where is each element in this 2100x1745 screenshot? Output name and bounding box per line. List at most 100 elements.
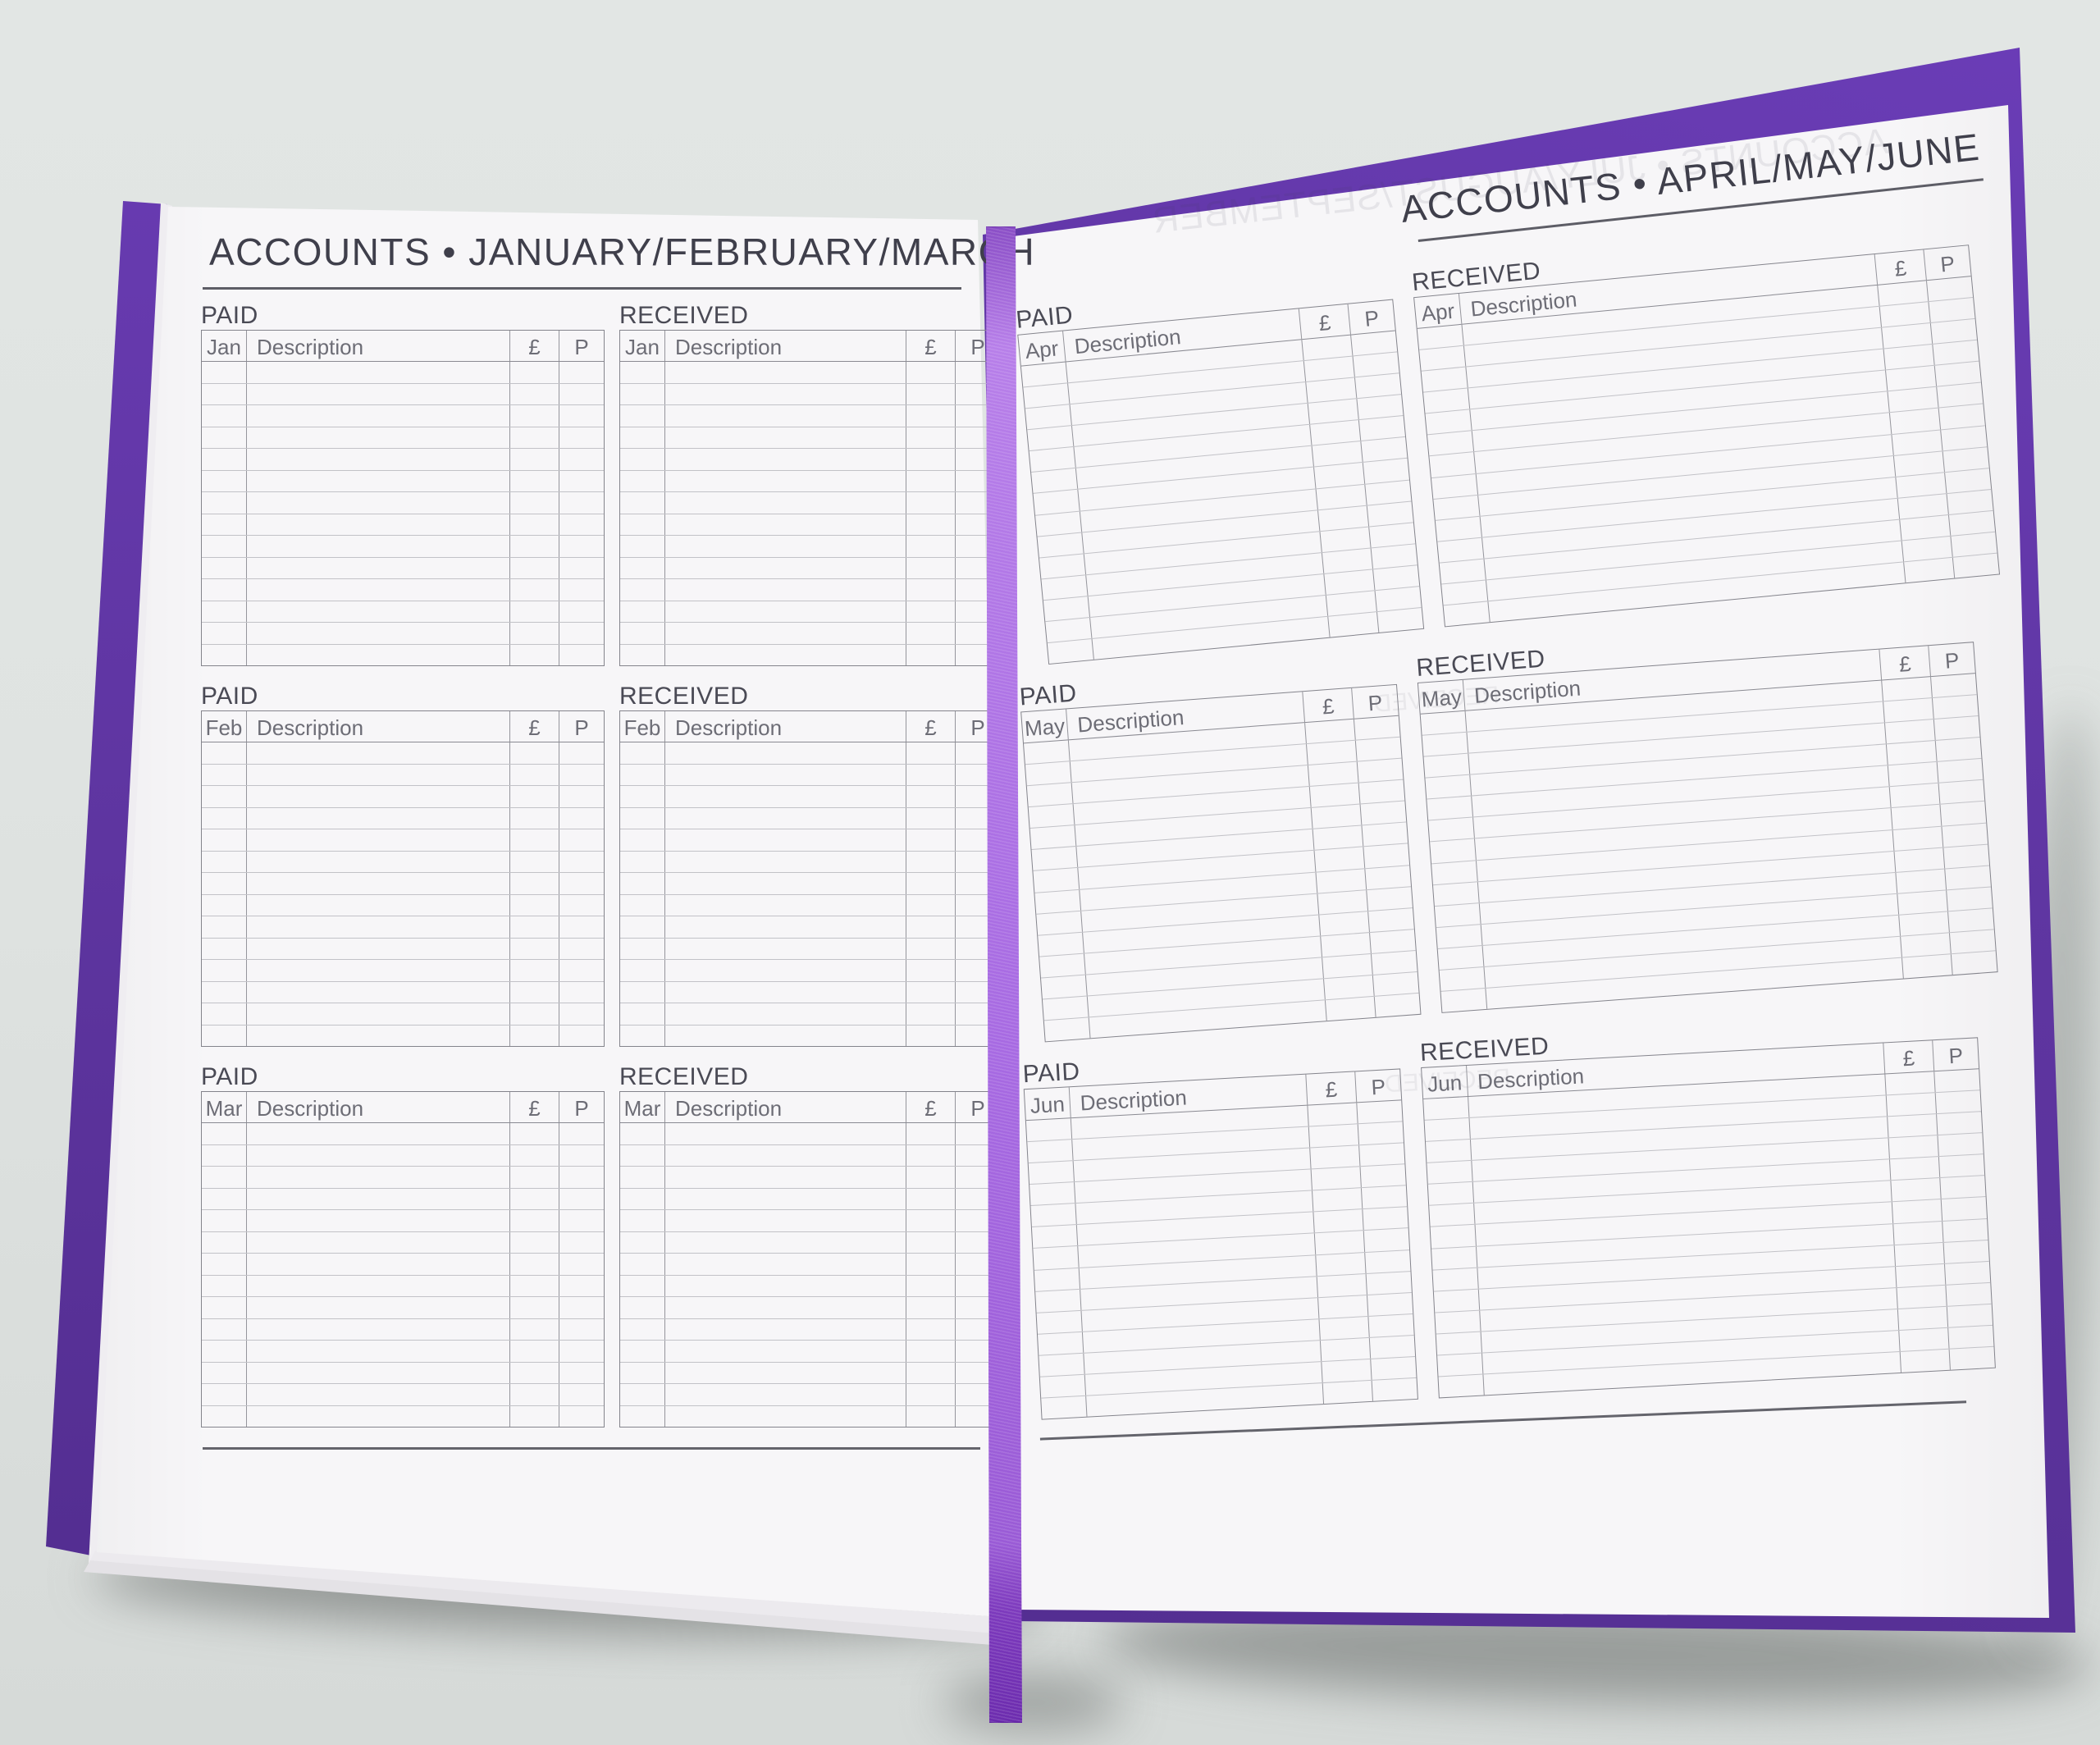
table-cell [1934,1090,1981,1114]
table-cell [509,916,559,938]
table-cell [509,1275,559,1296]
table-cell [559,623,604,644]
table-cell [620,1003,664,1025]
table-cell [1041,575,1087,600]
table-cell [246,644,509,665]
table-cell [955,1025,1000,1046]
table-row [202,601,604,623]
table-cell [202,829,246,851]
pounds-header-cell: £ [906,331,955,361]
table-cell [1932,340,1979,366]
table-row [202,1188,604,1210]
table-cell [1431,861,1477,884]
table-row [620,1275,1000,1297]
table-cell [906,1405,955,1427]
table-cell [1888,783,1940,808]
table-row [202,644,604,665]
month-header-cell: Feb [623,715,661,740]
table-cell [1315,868,1367,893]
table-cell [1942,1240,1989,1263]
table-cell [620,895,664,916]
table-row [620,851,1000,873]
table-body [202,742,604,1046]
table-cell [1365,1271,1412,1295]
table-cell [509,960,559,981]
table-cell [509,1210,559,1231]
table-cell [559,427,604,448]
table-cell [1890,1178,1941,1202]
table-cell [955,362,1000,383]
table-cell [1945,1282,1992,1306]
table-cell [1035,511,1081,536]
table-cell [202,1189,246,1210]
table-cell [620,939,664,960]
table-cell [955,807,1000,829]
table-cell [1892,1221,1943,1245]
table-cell [509,764,559,785]
table-cell [955,1167,1000,1188]
table-cell [559,742,604,764]
table-cell [1372,971,1419,996]
table-cell [246,916,509,938]
table-cell [509,1405,559,1427]
table-row [620,557,1000,579]
table-cell [202,536,246,557]
table-cell [1322,1380,1372,1405]
table-cell [246,1167,509,1188]
table-cell [1423,389,1469,413]
table-cell [1368,523,1416,548]
table-cell [955,1188,1000,1209]
table-cell [1032,847,1078,870]
table-cell [955,644,1000,665]
table-cell [906,938,955,959]
table-cell [509,873,559,894]
month-section: PAID Mar Description £ P RECEIVED Mar De… [201,1063,1001,1429]
table-cell [559,807,604,829]
table-cell [559,981,604,1003]
table-cell [620,536,664,557]
table-cell [1885,741,1937,765]
table-cell [906,960,955,981]
table-cell [664,786,906,807]
month-header-cell: Jun [1427,1070,1463,1097]
table-cell [1319,1337,1371,1362]
table-cell [246,1025,509,1046]
table-cell [620,1363,664,1384]
table-cell [664,536,906,557]
table-row [202,981,604,1003]
table-cell [1422,733,1468,756]
table-cell [1029,1182,1075,1205]
table-cell [202,1145,246,1167]
june-band: RECEIVED PAID Jun Description £ P RECEIV… [1022,1009,1996,1426]
table-cell [202,579,246,601]
table-cell [1933,361,1981,387]
table-row [202,405,604,427]
table-cell [664,362,906,383]
table-cell [202,982,246,1003]
table-row [202,362,604,384]
table-cell [202,449,246,470]
table-cell [906,829,955,851]
table-cell [664,851,906,872]
table-row [202,1275,604,1297]
table-cell [1317,889,1368,915]
table-row [202,514,604,536]
table-cell [559,1341,604,1362]
table-cell [620,492,664,514]
table-cell [906,1362,955,1383]
pence-header-cell: P [1351,684,1399,719]
table-cell [906,1318,955,1340]
table-cell [906,405,955,427]
table-cell [664,894,906,916]
table-cell [955,1254,1000,1275]
table-cell [1307,761,1358,787]
table-cell [664,1003,906,1025]
table-row [620,1003,1000,1026]
table-cell [1422,368,1468,392]
table-cell [509,362,559,383]
table-cell [1308,1124,1359,1148]
pence-header-cell: P [1347,299,1395,335]
table-cell [202,1341,246,1362]
table-cell [509,644,559,665]
table-cell [906,1167,955,1188]
